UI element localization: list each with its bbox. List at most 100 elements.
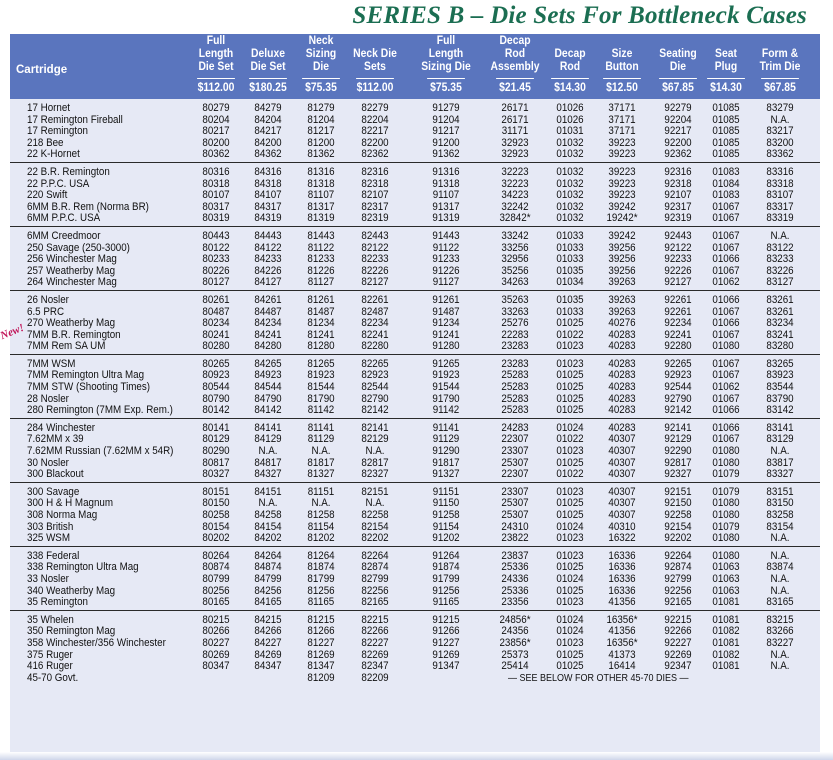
table-cell: 92233 — [664, 253, 692, 266]
table-cell: 23283 — [501, 340, 529, 353]
table-row: 300 Blackout 80327 84327 81327 82327 91327 223… — [10, 469, 820, 481]
table-cell: 92319 — [664, 212, 692, 225]
cartridge-name: 270 Weatherby Mag — [27, 317, 116, 330]
table-cell: 16336 — [608, 572, 636, 585]
table-cell: 83217 — [766, 125, 794, 138]
table-cell: 01084 — [712, 177, 740, 190]
table-cell: 01025 — [556, 561, 584, 574]
table-cell: 92362 — [664, 148, 692, 161]
table-cell: 80215 — [202, 613, 230, 626]
cartridge-name: 22 K-Hornet — [27, 148, 80, 161]
table-cell: 92799 — [664, 572, 692, 585]
table-cell: 01062 — [712, 381, 740, 394]
cartridge-name: 284 Winchester — [27, 421, 96, 434]
table-cell: 81817 — [307, 456, 335, 469]
table-cell: N.A. — [770, 584, 790, 597]
table-cell: 82316 — [361, 165, 389, 178]
table-cell: 01033 — [556, 305, 584, 318]
table-cell: 32242 — [501, 200, 529, 213]
table-cell: 80142 — [202, 404, 230, 417]
table-cell: 01032 — [556, 212, 584, 225]
cartridge-name: 30 Nosler — [27, 456, 69, 469]
cartridge-name: 22 P.P.C. USA — [27, 177, 90, 190]
table-cell: 81165 — [307, 596, 335, 609]
table-cell: 84141 — [254, 421, 282, 434]
table-cell: 84269 — [254, 648, 282, 661]
table-cell: 91487 — [432, 305, 460, 318]
table-cell: 80799 — [202, 572, 230, 585]
table-cell: 32223 — [501, 165, 529, 178]
column-header-price: $75.35 — [430, 82, 462, 94]
header-divider — [302, 78, 340, 79]
header-divider — [427, 78, 465, 79]
table-cell: 80544 — [202, 381, 230, 394]
table-cell: 01023 — [556, 532, 584, 545]
table-cell: 81200 — [307, 136, 335, 149]
cartridge-name: 7.62MM x 39 — [27, 433, 84, 446]
column-header-label: Decap Rod Assembly — [490, 35, 540, 73]
table-cell: 81256 — [307, 584, 335, 597]
table-cell: 80264 — [202, 549, 230, 562]
column-header-price: $21.45 — [499, 82, 531, 94]
table-cell: 39256 — [608, 264, 636, 277]
table-cell: 39223 — [608, 148, 636, 161]
table-cell: 91122 — [432, 241, 460, 254]
cartridge-name: 338 Remington Ultra Mag — [27, 561, 139, 574]
table-cell: 23307 — [501, 445, 529, 458]
table-cell: 91154 — [432, 520, 460, 533]
table-cell: 82874 — [361, 561, 389, 574]
table-cell: 84817 — [254, 456, 282, 469]
table-cell: 81923 — [307, 369, 335, 382]
column-header-label: Seating Die — [659, 48, 697, 73]
table-cell: 01085 — [712, 113, 740, 126]
table-cell: 22307 — [501, 468, 529, 481]
column-header-price: $14.30 — [554, 82, 586, 94]
table-cell: 40283 — [608, 381, 636, 394]
table-cell: 84327 — [254, 468, 282, 481]
table-cell: 24336 — [501, 572, 529, 585]
cartridge-name: 6.5 PRC — [27, 305, 65, 318]
table-cell: 80269 — [202, 648, 230, 661]
table-cell: 83261 — [766, 293, 794, 306]
column-header: Seating Die $67.85 — [653, 48, 703, 95]
table-cell: 83544 — [766, 381, 794, 394]
table-cell: 81241 — [307, 328, 335, 341]
table-row: 22 K-Hornet 80362 84362 81362 82362 91362 3292… — [10, 149, 820, 161]
table-cell: 92241 — [664, 328, 692, 341]
cartridge-name: 7MM WSM — [27, 357, 76, 370]
table-cell: 25276 — [501, 317, 529, 330]
header-divider — [603, 78, 641, 79]
table-cell: 91790 — [432, 392, 460, 405]
table-cell: 84874 — [254, 561, 282, 574]
table-row: 300 Savage 80151 84151 81151 82151 91151 23307… — [10, 486, 820, 499]
table-cell: 80204 — [202, 113, 230, 126]
table-cell: 82165 — [361, 596, 389, 609]
table-cell: 81204 — [307, 113, 335, 126]
table-cell: 81874 — [307, 561, 335, 574]
column-header: Neck Sizing Die $75.35 — [296, 35, 346, 95]
table-cell: 84107 — [254, 189, 282, 202]
table-row: 22 B.R. Remington 80316 84316 81316 82316 913… — [10, 165, 820, 179]
table-cell: 01067 — [712, 264, 740, 277]
table-cell: 80202 — [202, 532, 230, 545]
cartridge-name: 250 Savage (250-3000) — [27, 241, 130, 254]
table-cell: 83258 — [766, 509, 794, 521]
table-cell: 91200 — [432, 136, 460, 149]
table-cell: 16336 — [608, 549, 636, 562]
table-cell: 80487 — [202, 305, 230, 318]
table-cell: 23856* — [499, 636, 531, 649]
header-divider — [761, 78, 799, 79]
table-cell: 82817 — [361, 456, 389, 469]
table-cell: 32923 — [501, 148, 529, 161]
table-cell: 91215 — [432, 613, 460, 626]
table-cell: 83165 — [766, 596, 794, 609]
table-cell: 01063 — [712, 584, 740, 597]
table-cell: 83226 — [766, 264, 794, 277]
table-cell: N.A. — [770, 572, 790, 585]
table-cell: 01033 — [556, 253, 584, 266]
table-cell: 91290 — [432, 445, 460, 458]
cartridge-name: 257 Weatherby Mag — [27, 264, 116, 277]
table-cell: 84233 — [254, 253, 282, 266]
table-cell: 81122 — [307, 241, 335, 254]
table-cell: 82122 — [361, 241, 389, 254]
